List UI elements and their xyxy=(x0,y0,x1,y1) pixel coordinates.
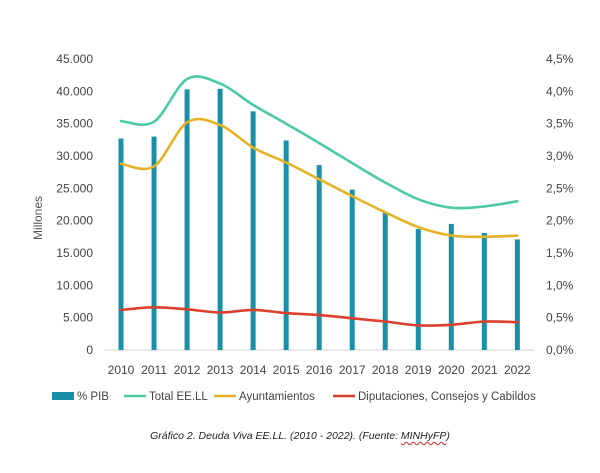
y2-tick-label: 3,0% xyxy=(546,149,574,163)
caption-text: Gráfico 2. Deuda Viva EE.LL. (2010 - 202… xyxy=(150,430,401,442)
line-series xyxy=(119,75,519,327)
legend-label: % PIB xyxy=(77,391,109,403)
legend-pib: % PIB xyxy=(52,391,109,403)
x-tick-label: 2019 xyxy=(405,363,432,377)
x-tick-label: 2016 xyxy=(306,363,333,377)
y2-tick-label: 4,0% xyxy=(546,84,574,98)
y-axis-title: Millones xyxy=(31,196,45,240)
y2-tick-label: 0,5% xyxy=(546,311,574,325)
x-tick-label: 2018 xyxy=(372,363,399,377)
legend-ayuntamientos: Ayuntamientos xyxy=(214,391,315,403)
x-tick-label: 2010 xyxy=(108,363,135,377)
right-axis: 0,0% 0,5% 1,0% 1,5% 2,0% 2,5% 3,0% 3,5% 4,0% 4,5% xyxy=(546,52,574,357)
y2-tick-label: 4,5% xyxy=(546,52,574,66)
bar-pib xyxy=(250,111,256,350)
bar-pib xyxy=(481,232,487,350)
caption-source: MINHyFP xyxy=(400,430,447,442)
legend-total-eell: Total EE.LL xyxy=(124,391,208,403)
x-tick-label: 2014 xyxy=(240,363,267,377)
x-tick-label: 2015 xyxy=(273,363,300,377)
y-tick-label: 10.000 xyxy=(56,278,93,292)
y2-tick-label: 1,5% xyxy=(546,246,574,260)
y-tick-label: 0 xyxy=(86,343,93,357)
x-tick-label: 2017 xyxy=(339,363,366,377)
bar-pib xyxy=(316,165,322,350)
x-tick-label: 2021 xyxy=(471,363,498,377)
bar-pib xyxy=(382,212,388,350)
bar-pib xyxy=(514,239,520,350)
legend-label: Ayuntamientos xyxy=(239,391,315,403)
legend-swatch xyxy=(52,392,74,400)
bar-pib xyxy=(415,229,421,350)
line-total-eell xyxy=(119,75,519,210)
bar-pib xyxy=(283,140,289,350)
bar-pib xyxy=(448,223,454,350)
y2-tick-label: 3,5% xyxy=(546,117,574,131)
bar-pib xyxy=(184,89,190,350)
y-tick-label: 20.000 xyxy=(56,214,93,228)
bar-pib xyxy=(118,138,124,350)
y-tick-label: 25.000 xyxy=(56,181,93,195)
legend-label: Total EE.LL xyxy=(149,391,208,403)
y2-tick-label: 2,5% xyxy=(546,181,574,195)
x-tick-label: 2013 xyxy=(207,363,234,377)
left-axis: 0 5.000 10.000 15.000 20.000 25.000 30.000 35.0… xyxy=(56,52,93,357)
y-tick-label: 35.000 xyxy=(56,117,93,131)
y2-tick-label: 2,0% xyxy=(546,214,574,228)
y-tick-label: 5.000 xyxy=(63,311,93,325)
x-tick-label: 2012 xyxy=(174,363,201,377)
caption-close: ) xyxy=(446,430,450,442)
x-axis: 2010 2011 2012 2013 2014 2015 2016 2017 2018 2019… xyxy=(104,349,534,377)
line-diputaciones xyxy=(119,305,519,327)
legend-diputaciones: Diputaciones, Consejos y Cabildos xyxy=(333,391,536,403)
bar-pib xyxy=(217,88,223,350)
figure-caption: Gráfico 2. Deuda Viva EE.LL. (2010 - 202… xyxy=(0,430,600,442)
bar-pib xyxy=(349,189,355,350)
legend: % PIB Total EE.LL Ayuntamientos Diputacione… xyxy=(52,391,536,403)
bar-series xyxy=(118,88,520,350)
x-tick-label: 2020 xyxy=(438,363,465,377)
y2-tick-label: 0,0% xyxy=(546,343,574,357)
y-tick-label: 15.000 xyxy=(56,246,93,260)
line-ayuntamientos xyxy=(119,117,519,239)
legend-label: Diputaciones, Consejos y Cabildos xyxy=(358,391,536,403)
bar-pib xyxy=(151,136,157,350)
y-tick-label: 40.000 xyxy=(56,84,93,98)
y-tick-label: 30.000 xyxy=(56,149,93,163)
x-tick-label: 2011 xyxy=(141,363,167,377)
y-tick-label: 45.000 xyxy=(56,52,93,66)
x-tick-label: 2022 xyxy=(504,363,531,377)
y2-tick-label: 1,0% xyxy=(546,278,574,292)
